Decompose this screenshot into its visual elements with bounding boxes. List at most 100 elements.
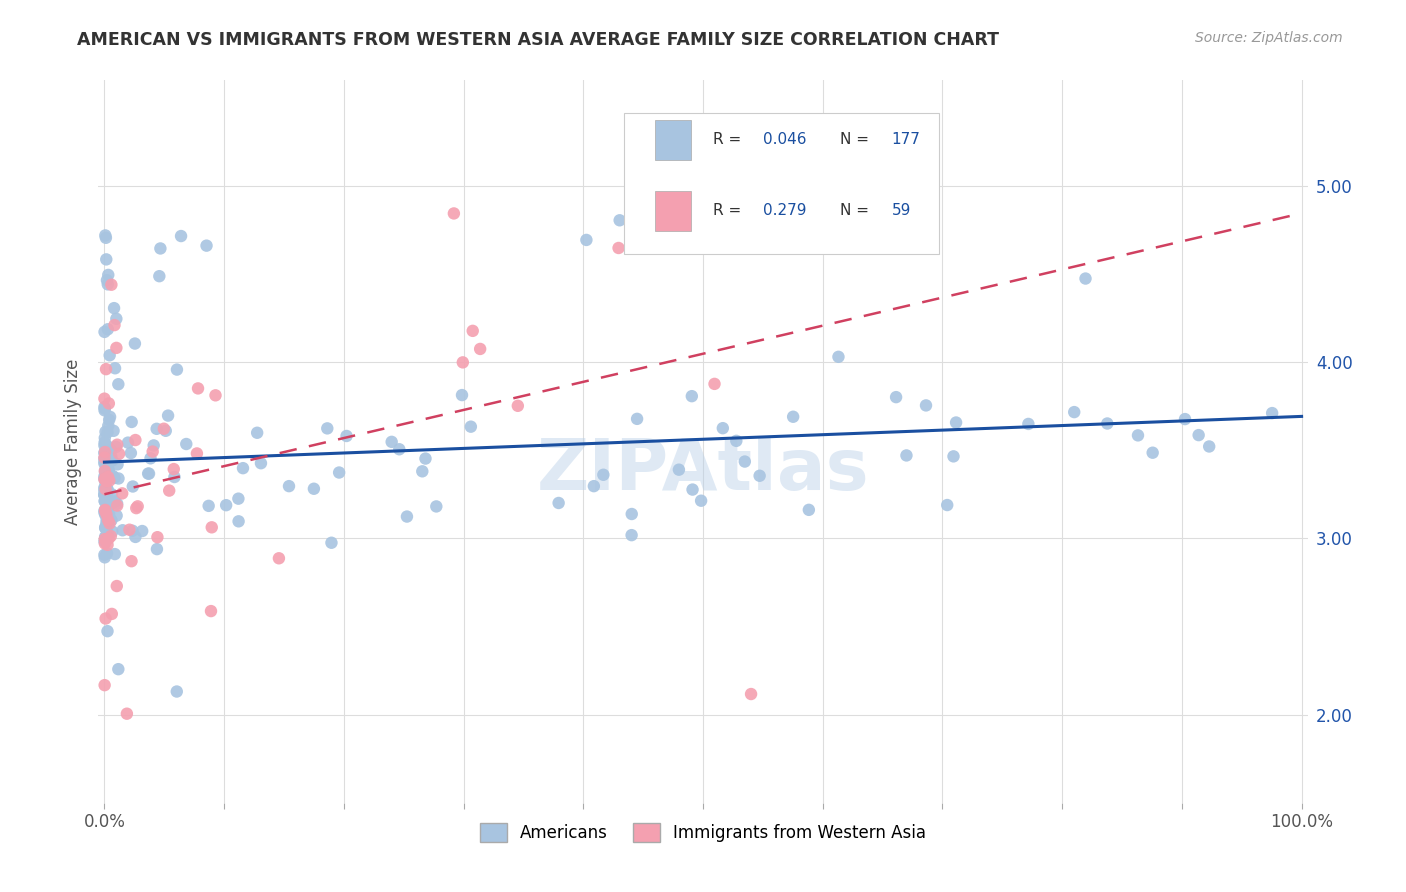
Point	[157, 409, 180, 423]
Point	[96, 499, 118, 513]
Point	[94, 482, 117, 496]
Point	[94, 521, 117, 535]
Point	[682, 483, 704, 497]
Point	[461, 324, 484, 338]
Point	[111, 486, 134, 500]
Point	[96, 450, 118, 464]
Point	[96, 439, 118, 453]
Point	[215, 498, 238, 512]
Point	[93, 483, 115, 498]
Point	[96, 474, 118, 488]
Point	[896, 449, 918, 463]
Point	[96, 487, 118, 501]
Point	[100, 513, 122, 527]
Point	[93, 457, 115, 471]
Point	[748, 468, 770, 483]
Point	[620, 528, 643, 542]
Point	[93, 503, 115, 517]
Point	[93, 435, 115, 450]
Point	[668, 463, 690, 477]
Point	[97, 418, 120, 433]
Point	[142, 438, 165, 452]
Point	[103, 471, 125, 485]
Point	[93, 482, 115, 496]
Point	[94, 611, 117, 625]
Point	[96, 252, 118, 267]
Point	[118, 523, 141, 537]
Point	[93, 534, 115, 549]
Point	[335, 429, 357, 443]
Point	[101, 453, 124, 467]
Point	[136, 467, 159, 481]
Text: 0.279: 0.279	[763, 203, 807, 219]
Point	[105, 311, 128, 326]
Point	[381, 434, 404, 449]
Point	[96, 465, 118, 479]
Point	[103, 318, 125, 332]
Point	[443, 206, 465, 220]
Point	[607, 241, 630, 255]
Point	[94, 431, 117, 445]
Point	[96, 273, 118, 287]
Point	[94, 503, 117, 517]
Point	[93, 505, 115, 519]
Point	[97, 496, 120, 510]
Point	[740, 687, 762, 701]
Point	[120, 446, 142, 460]
Point	[98, 348, 121, 362]
Point	[782, 409, 804, 424]
Point	[96, 511, 118, 525]
Point	[98, 507, 121, 521]
Point	[157, 483, 180, 498]
Legend: Americans, Immigrants from Western Asia: Americans, Immigrants from Western Asia	[474, 816, 932, 848]
Point	[166, 362, 188, 376]
Point	[93, 487, 115, 501]
Point	[104, 547, 127, 561]
Point	[94, 465, 117, 479]
Point	[94, 472, 117, 486]
Point	[101, 524, 124, 539]
Point	[187, 381, 209, 395]
Point	[1074, 271, 1097, 285]
Point	[100, 277, 122, 292]
Point	[725, 434, 748, 448]
Text: 59: 59	[891, 203, 911, 219]
Point	[170, 229, 193, 244]
Point	[105, 499, 128, 513]
Point	[96, 624, 118, 639]
Point	[121, 524, 143, 538]
Point	[97, 462, 120, 476]
Point	[105, 508, 128, 523]
Point	[94, 228, 117, 243]
Point	[97, 532, 120, 546]
Point	[328, 466, 350, 480]
Point	[711, 421, 734, 435]
Point	[186, 446, 208, 460]
Point	[415, 451, 437, 466]
Point	[146, 542, 169, 557]
Point	[104, 440, 127, 454]
Point	[425, 500, 447, 514]
Point	[93, 532, 115, 546]
Point	[146, 530, 169, 544]
Point	[94, 464, 117, 478]
Point	[96, 525, 118, 540]
Point	[96, 491, 118, 506]
Point	[101, 607, 124, 621]
Point	[94, 474, 117, 488]
Point	[945, 416, 967, 430]
Point	[96, 516, 118, 531]
Point	[105, 497, 128, 511]
Point	[460, 419, 482, 434]
Point	[103, 470, 125, 484]
Point	[97, 443, 120, 458]
Point	[93, 488, 115, 502]
Point	[98, 409, 121, 424]
Point	[942, 450, 965, 464]
Point	[155, 424, 177, 438]
Point	[388, 442, 411, 457]
Point	[884, 390, 907, 404]
Point	[93, 446, 115, 460]
Point	[96, 504, 118, 518]
Point	[797, 503, 820, 517]
